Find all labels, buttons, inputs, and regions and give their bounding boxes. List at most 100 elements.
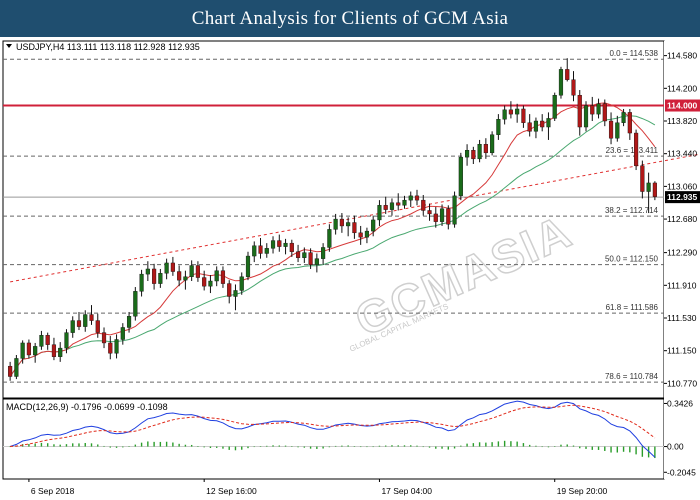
macd-histogram-bar — [522, 443, 525, 447]
candle-body — [490, 134, 495, 154]
candle-body — [346, 222, 351, 227]
macd-histogram-bar — [541, 446, 543, 448]
macd-histogram-bar — [472, 443, 475, 447]
macd-histogram-bar — [460, 445, 462, 447]
macd-histogram-bar — [359, 446, 362, 448]
macd-histogram-bar — [172, 442, 174, 447]
candle-body — [258, 245, 263, 254]
macd-histogram-bar — [378, 445, 381, 447]
macd-histogram-bar — [428, 446, 431, 448]
y-tick-label: 114.580 — [667, 51, 697, 61]
candle-body — [333, 218, 338, 230]
candle-body — [164, 262, 169, 274]
candle-body — [646, 182, 651, 192]
candle-body — [95, 320, 100, 333]
y-tick-label: 112.680 — [667, 214, 697, 224]
macd-histogram-bar — [165, 441, 168, 447]
macd-histogram-bar — [353, 446, 356, 447]
macd-histogram-bar — [241, 446, 243, 450]
candle-body — [565, 69, 570, 80]
x-tick-label: 17 Sep 04:00 — [381, 486, 432, 496]
candle-body — [634, 132, 639, 166]
candle-body — [126, 316, 132, 328]
candle-body — [233, 290, 238, 297]
macd-histogram-bar — [284, 445, 287, 447]
macd-histogram-bar — [128, 446, 130, 447]
macd-histogram-bar — [234, 446, 237, 451]
macd-histogram-bar — [447, 446, 450, 450]
candle-body — [270, 240, 276, 249]
candle-body — [177, 271, 182, 281]
candle-body — [208, 280, 213, 287]
candle-body — [152, 268, 157, 284]
signal-line — [10, 404, 656, 447]
y-tick-label: 113.060 — [667, 181, 697, 191]
candle-body — [321, 247, 326, 259]
symbol-menu-icon[interactable] — [6, 44, 12, 48]
macd-layer — [3, 400, 664, 459]
macd-histogram-bar — [616, 446, 619, 453]
macd-histogram-bar — [53, 444, 55, 447]
candle-body — [533, 120, 539, 132]
candle-body — [458, 156, 463, 197]
macd-histogram-bar — [466, 443, 468, 447]
macd-histogram-bar — [65, 444, 68, 447]
macd-histogram-bar — [259, 446, 262, 447]
macd-histogram-bar — [610, 446, 612, 453]
candle-body — [277, 240, 282, 247]
macd-y-tick-label: 0.00 — [667, 442, 684, 452]
candle-body — [452, 195, 457, 225]
candle-body — [314, 258, 319, 265]
candle-body — [108, 342, 113, 354]
candle-body — [64, 332, 69, 349]
candle-body — [302, 252, 307, 258]
candle-body — [414, 195, 420, 201]
candle-body — [615, 122, 620, 139]
macd-histogram-bar — [134, 444, 137, 447]
candle-body — [264, 248, 269, 254]
macd-histogram-bar — [184, 444, 187, 447]
macd-histogram-bar — [122, 446, 124, 448]
candle-body — [26, 342, 31, 356]
candle-body — [70, 320, 75, 333]
macd-histogram-bar — [422, 446, 424, 448]
macd-histogram-bar — [59, 444, 61, 447]
macd-histogram-bar — [34, 443, 36, 447]
candle-body — [508, 109, 513, 115]
macd-histogram-bar — [535, 445, 537, 447]
macd-histogram-bar — [316, 446, 318, 449]
macd-histogram-bar — [40, 442, 43, 447]
trendline — [10, 153, 700, 283]
macd-histogram-bar — [322, 446, 324, 449]
fib-level-label: 61.8 = 111.586 — [606, 303, 659, 312]
candle-body — [195, 265, 200, 278]
candle-body — [283, 242, 288, 247]
macd-histogram-bar — [309, 446, 312, 449]
candle-body — [145, 268, 150, 275]
candle-body — [83, 314, 88, 327]
last-price-tag: 112.935 — [667, 192, 698, 202]
candle-body — [339, 218, 344, 227]
macd-histogram-bar — [560, 444, 562, 447]
candle-body — [439, 208, 445, 222]
macd-histogram-bar — [416, 445, 418, 447]
candle-body — [552, 94, 557, 119]
macd-histogram-bar — [297, 446, 299, 448]
candle-body — [527, 122, 532, 132]
macd-histogram-bar — [503, 440, 506, 447]
macd-histogram-bar — [403, 445, 406, 447]
macd-histogram-bar — [103, 445, 105, 447]
candle-body — [139, 273, 144, 292]
macd-y-tick-label: -0.2045 — [667, 467, 696, 477]
candle-body — [389, 202, 395, 210]
macd-histogram-bar — [266, 445, 268, 447]
macd-histogram-bar — [597, 446, 600, 450]
fib-level-label: 50.0 = 112.150 — [605, 255, 659, 264]
macd-histogram-bar — [629, 446, 631, 453]
macd-histogram-bar — [90, 443, 93, 447]
macd-histogram-bar — [347, 445, 349, 447]
candle-body — [577, 94, 582, 128]
macd-histogram-bar — [579, 446, 581, 449]
candle-body — [446, 208, 451, 225]
